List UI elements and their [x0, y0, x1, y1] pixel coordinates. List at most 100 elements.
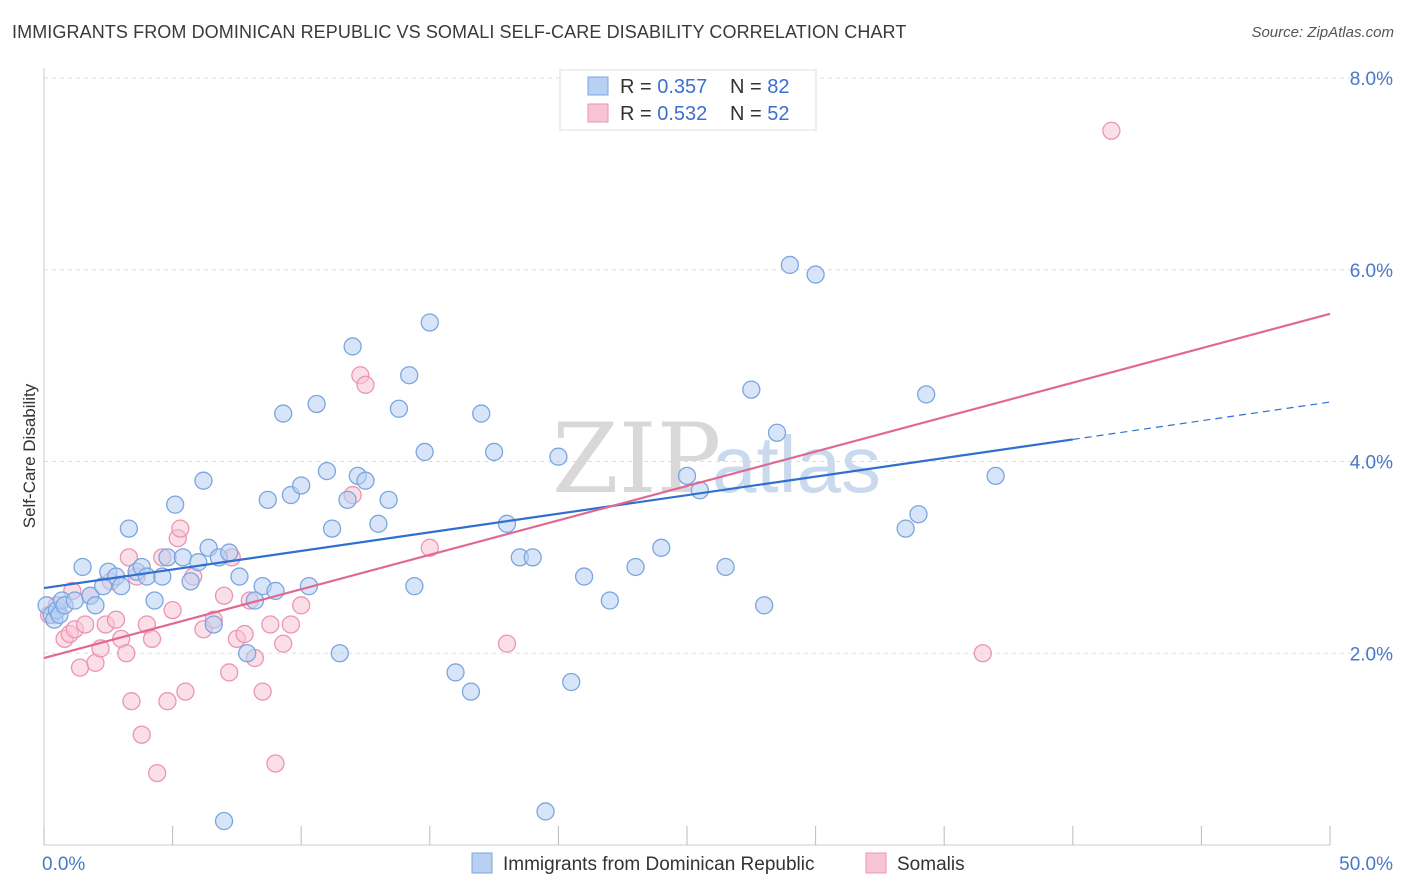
somalis-point-25: [176, 682, 195, 701]
somalis-point-17: [132, 725, 151, 744]
dominican-point-41: [307, 394, 326, 414]
somalis-point-30: [220, 663, 239, 682]
dominican-point-48: [356, 471, 375, 490]
dominican-point-73: [742, 380, 761, 399]
somalis-point-45: [497, 634, 517, 653]
somalis-point-46: [973, 644, 992, 663]
trend-line-dominican-extension: [1072, 401, 1331, 441]
legend-r-label-pink: R =: [620, 103, 657, 125]
trend-lines: [43, 312, 1331, 660]
legend-r-value-blue: 0.357: [657, 76, 707, 98]
trend-line-dominican: [43, 438, 1073, 590]
dominican-point-68: [626, 557, 645, 577]
dominican-point-69: [652, 538, 671, 557]
dominican-point-44: [330, 644, 349, 663]
somalis-point-49: [171, 519, 190, 538]
somalis-point-40: [292, 596, 311, 615]
y-tick-label-2: 2.0%: [1350, 644, 1393, 665]
somalis-point-38: [274, 634, 293, 653]
dominican-point-57: [461, 682, 481, 701]
dominican-point-66: [574, 567, 594, 586]
legend-row-pink: R = 0.532 N = 52: [620, 103, 790, 125]
dominican-point-32: [238, 644, 257, 663]
dominican-point-51: [389, 399, 409, 418]
dominican-point-35: [258, 490, 277, 510]
somalis-point-15: [122, 692, 141, 711]
dominican-point-77: [806, 265, 825, 284]
dominican-point-37: [274, 404, 293, 423]
somalis-point-6: [76, 615, 95, 634]
legend-r-label-blue: R =: [620, 76, 657, 98]
dominican-point-43: [322, 519, 342, 538]
dominican-point-62: [523, 548, 542, 567]
dominican-point-72: [716, 557, 735, 577]
somalis-point-19: [142, 629, 162, 649]
dominican-point-53: [405, 576, 424, 596]
y-axis-title: Self-Care Disability: [20, 383, 39, 528]
dominican-point-78: [896, 519, 915, 538]
x-tick-label-min: 0.0%: [42, 854, 85, 875]
series-dominican-points: [37, 255, 1005, 831]
dominican-point-46: [343, 337, 362, 356]
dominican-point-70: [677, 466, 697, 486]
dominican-point-8: [73, 557, 92, 577]
bottom-legend-swatch-blue: [471, 852, 493, 874]
somalis-point-35: [253, 682, 272, 701]
dominican-point-10: [86, 596, 105, 615]
legend-swatch-blue: [587, 76, 609, 96]
legend-n-value-blue: 82: [767, 76, 789, 98]
dominican-point-50: [379, 490, 398, 510]
dominican-point-45: [338, 490, 357, 510]
dominican-point-81: [986, 466, 1005, 486]
dominican-point-79: [909, 505, 928, 524]
dominican-point-25: [189, 553, 208, 572]
somalis-point-23: [163, 600, 182, 620]
dominican-point-64: [549, 447, 568, 466]
dominican-point-56: [446, 663, 465, 682]
dominican-point-28: [204, 615, 223, 634]
y-tick-label-8: 8.0%: [1350, 69, 1393, 90]
dominican-point-49: [369, 514, 388, 533]
bottom-legend-label-blue: Immigrants from Dominican Republic: [503, 854, 815, 875]
dominican-point-76: [780, 255, 800, 275]
dominican-point-15: [119, 519, 139, 538]
chart-source: Source: ZipAtlas.com: [1251, 24, 1394, 41]
dominican-point-42: [317, 461, 337, 481]
somalis-point-12: [106, 610, 126, 629]
legend-swatch-pink: [587, 103, 609, 123]
dominican-point-21: [158, 548, 177, 567]
dominican-point-31: [230, 567, 249, 586]
dominican-point-63: [536, 802, 555, 821]
somalis-point-20: [148, 763, 167, 783]
somalis-point-48: [119, 548, 139, 567]
dominican-point-24: [181, 572, 200, 591]
somalis-point-39: [281, 615, 301, 634]
x-tick-label-max: 50.0%: [1339, 854, 1393, 875]
bottom-legend-swatch-pink: [865, 852, 887, 874]
gridlines: [44, 77, 1392, 654]
dominican-point-19: [145, 591, 164, 610]
dominican-point-55: [420, 313, 439, 332]
somalis-point-47: [1102, 121, 1121, 140]
dominican-point-67: [600, 591, 619, 610]
dominican-point-23: [173, 548, 193, 567]
somalis-point-14: [117, 644, 136, 663]
y-tick-label-4: 4.0%: [1350, 453, 1393, 474]
somalis-point-36: [261, 615, 280, 634]
somalis-point-29: [214, 586, 234, 605]
dominican-point-82: [214, 811, 234, 831]
dominican-point-18: [137, 567, 157, 586]
somalis-point-22: [158, 692, 177, 711]
dominican-point-74: [755, 596, 774, 615]
chart-title: IMMIGRANTS FROM DOMINICAN REPUBLIC VS SO…: [12, 22, 907, 42]
dominican-point-65: [562, 672, 581, 692]
somalis-point-43: [356, 375, 375, 394]
legend-n-label-pink: N =: [730, 103, 767, 125]
legend-n-label-blue: N =: [730, 76, 767, 98]
y-tick-label-6: 6.0%: [1350, 261, 1393, 282]
trend-line-somalis: [43, 312, 1331, 660]
dominican-point-22: [166, 495, 185, 514]
somalis-point-32: [235, 624, 254, 644]
dominican-point-60: [497, 514, 517, 533]
